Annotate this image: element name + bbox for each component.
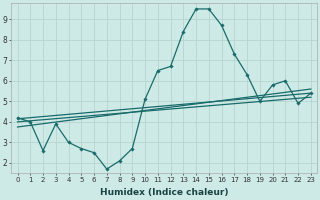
- X-axis label: Humidex (Indice chaleur): Humidex (Indice chaleur): [100, 188, 228, 197]
